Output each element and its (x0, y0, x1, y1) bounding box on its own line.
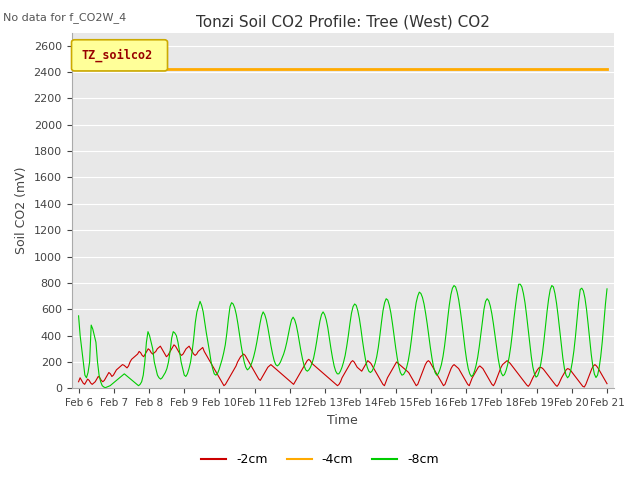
Legend: -2cm, -4cm, -8cm: -2cm, -4cm, -8cm (196, 448, 444, 471)
Title: Tonzi Soil CO2 Profile: Tree (West) CO2: Tonzi Soil CO2 Profile: Tree (West) CO2 (196, 15, 490, 30)
Text: TZ_soilco2: TZ_soilco2 (81, 48, 152, 62)
X-axis label: Time: Time (328, 414, 358, 427)
Text: No data for f_CO2W_4: No data for f_CO2W_4 (3, 12, 127, 23)
Y-axis label: Soil CO2 (mV): Soil CO2 (mV) (15, 167, 28, 254)
